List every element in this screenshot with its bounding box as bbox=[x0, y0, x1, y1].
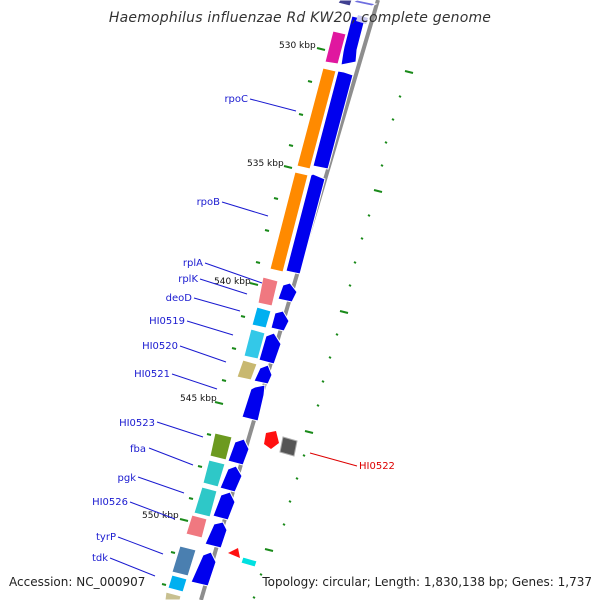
gene-label-HI0522[interactable]: HI0522 bbox=[359, 461, 395, 472]
scale-label-530: 530 kbp bbox=[279, 41, 316, 51]
scale-tick bbox=[298, 113, 304, 116]
gene-label-pgk[interactable]: pgk bbox=[118, 473, 137, 484]
gene-label-rpoB[interactable]: rpoB bbox=[197, 197, 221, 208]
scale-tick bbox=[255, 261, 261, 264]
scale-tick bbox=[231, 347, 237, 350]
scale-tick bbox=[240, 315, 246, 318]
gene-label-rplK[interactable]: rplK bbox=[178, 274, 198, 285]
gene-block-rpoC bbox=[296, 67, 337, 170]
gene-block-deoD bbox=[251, 306, 272, 329]
gene-arrow bbox=[351, 0, 378, 7]
scale-label-535: 535 kbp bbox=[247, 159, 284, 169]
label-leader-HI0522 bbox=[309, 452, 358, 467]
scale-tick bbox=[179, 518, 189, 522]
scale-tick bbox=[249, 282, 259, 286]
scale-tick bbox=[264, 229, 270, 232]
gene-arrow-HI0523 bbox=[227, 438, 250, 466]
gene-label-rpoC[interactable]: rpoC bbox=[224, 94, 248, 105]
gene-arrow-tyrP bbox=[190, 551, 217, 587]
gene-arrow-rplA bbox=[277, 282, 298, 303]
gene-block-top-light bbox=[356, 15, 368, 24]
gene-label-rplA[interactable]: rplA bbox=[183, 258, 203, 269]
scale-tick bbox=[221, 379, 227, 382]
gene-block-rpoB bbox=[269, 171, 309, 273]
gene-block-hi0529 bbox=[324, 30, 347, 65]
gene-label-fba[interactable]: fba bbox=[130, 444, 146, 455]
gene-arrow-HI0520 bbox=[241, 384, 266, 422]
scale-label-545: 545 kbp bbox=[180, 394, 217, 404]
forward-strand-genes bbox=[164, 30, 347, 600]
map-title: Haemophilus influenzae Rd KW20, complete… bbox=[108, 10, 492, 26]
gene-block-tdk bbox=[167, 574, 188, 593]
gene-block-HI0523 bbox=[209, 432, 233, 461]
gene-label-HI0526[interactable]: HI0526 bbox=[92, 497, 128, 508]
scale-tick bbox=[197, 465, 203, 468]
scale-tick bbox=[307, 80, 313, 83]
gene-arrow-hi0529 bbox=[340, 15, 366, 66]
scale-label-540: 540 kbp bbox=[214, 277, 251, 287]
gene-label-deoD[interactable]: deoD bbox=[166, 293, 193, 304]
gene-arrow-deoD bbox=[258, 332, 282, 365]
gene-block-HI0519 bbox=[243, 328, 266, 360]
scale-label-550: 550 kbp bbox=[142, 511, 179, 521]
gene-arrow-rpoB bbox=[285, 173, 326, 275]
gene-arrow-HI0519 bbox=[253, 364, 273, 385]
gene-block-pgk bbox=[193, 486, 218, 518]
gene-block-HI0522-gray bbox=[279, 436, 298, 457]
scale-tick bbox=[170, 551, 176, 554]
scale-tick bbox=[188, 497, 194, 500]
scale-labels: 530 kbp 535 kbp 540 kbp 545 kbp 550 kbp bbox=[142, 41, 316, 521]
gene-arrow-rplK bbox=[270, 310, 290, 332]
gene-block-top bbox=[337, 0, 353, 7]
gene-block-HI0526 bbox=[185, 514, 208, 539]
reverse-strand-genes bbox=[190, 0, 378, 587]
genome-summary-text: Topology: circular; Length: 1,830,138 bp… bbox=[262, 575, 592, 589]
scale-tick bbox=[288, 144, 294, 147]
scale-tick bbox=[206, 433, 212, 436]
gene-label-tyrP[interactable]: tyrP bbox=[96, 532, 116, 543]
gene-label-tdk[interactable]: tdk bbox=[92, 553, 108, 564]
gene-block-tyrP bbox=[171, 545, 197, 577]
gene-labels: rpoC rpoB rplA rplK deoD HI0519 HI0520 H… bbox=[92, 94, 248, 564]
gene-block-small-cyan bbox=[240, 556, 258, 568]
outer-track-marks bbox=[252, 70, 414, 599]
gene-block-fba bbox=[202, 459, 226, 488]
scale-tick bbox=[283, 165, 293, 169]
gene-arrow-HI0522 bbox=[264, 431, 279, 449]
gene-arrow-rpoC bbox=[312, 70, 354, 170]
gene-block-HI0520 bbox=[236, 359, 258, 381]
scale-tick bbox=[316, 47, 326, 51]
label-leader-lines bbox=[109, 98, 297, 577]
gene-arrow-pgk bbox=[212, 491, 236, 521]
gene-label-HI0523[interactable]: HI0523 bbox=[119, 418, 155, 429]
gene-arrow-HI0526 bbox=[204, 521, 228, 549]
accession-text: Accession: NC_000907 bbox=[9, 575, 146, 589]
gene-arrow-fba bbox=[219, 465, 243, 493]
scale-tick bbox=[273, 197, 279, 200]
gene-arrow-small-red bbox=[228, 548, 240, 558]
gene-label-HI0521[interactable]: HI0521 bbox=[134, 369, 170, 380]
gene-block-bottom bbox=[164, 591, 182, 600]
scale-ticks bbox=[161, 47, 326, 586]
scale-tick bbox=[161, 583, 167, 586]
gene-label-HI0520[interactable]: HI0520 bbox=[142, 341, 178, 352]
gene-label-HI0519[interactable]: HI0519 bbox=[149, 316, 185, 327]
scale-tick bbox=[214, 401, 224, 405]
gene-block-rplA bbox=[257, 276, 279, 307]
